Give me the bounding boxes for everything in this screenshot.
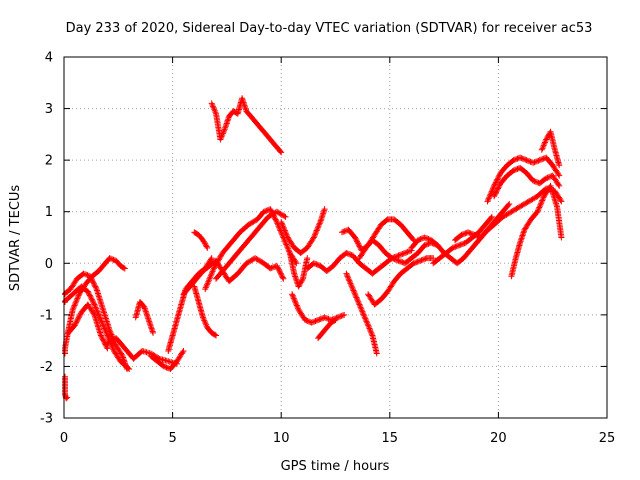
series-arc-d <box>62 283 133 373</box>
point-markers <box>473 185 565 246</box>
x-tick-label: 15 <box>382 431 399 446</box>
point-markers <box>538 128 563 169</box>
series-arc-ab <box>484 154 563 205</box>
series-arc-o <box>213 208 289 282</box>
y-tick-label: -2 <box>40 360 53 375</box>
point-markers <box>147 347 187 372</box>
point-markers <box>484 154 563 205</box>
series-arc-t <box>315 317 339 342</box>
point-markers <box>452 229 485 244</box>
series-arc-aa <box>452 229 485 244</box>
plot-frame <box>63 56 608 419</box>
point-markers <box>191 283 220 339</box>
y-tick-label: -1 <box>40 308 53 323</box>
point-markers <box>62 373 71 402</box>
point-markers <box>343 270 380 357</box>
series-arc-x <box>365 255 437 308</box>
data-points <box>62 95 565 402</box>
point-markers <box>62 283 133 373</box>
series-arc-w <box>356 237 441 267</box>
point-markers <box>508 182 565 280</box>
series-arc-r <box>286 250 311 290</box>
point-markers <box>65 301 111 352</box>
point-markers <box>289 291 348 326</box>
y-tick-label: 3 <box>45 102 53 117</box>
point-markers <box>315 317 339 342</box>
series-arc-p <box>278 206 328 256</box>
point-markers <box>491 164 563 200</box>
point-markers <box>191 229 211 251</box>
x-tick-label: 5 <box>168 431 176 446</box>
series-arc-v <box>343 270 380 357</box>
series-arc-e <box>65 301 111 352</box>
point-markers <box>304 247 415 277</box>
x-tick-label: 10 <box>273 431 290 446</box>
point-markers <box>213 208 289 282</box>
x-tick-label: 20 <box>490 431 507 446</box>
point-markers <box>365 255 437 308</box>
series-arc-m <box>208 95 285 156</box>
series-arc-k <box>191 283 220 339</box>
point-markers <box>286 250 311 290</box>
series-arc-ae <box>508 182 565 280</box>
y-tick-label: 2 <box>45 154 53 169</box>
point-markers <box>208 95 285 156</box>
series-arc-q <box>289 291 348 326</box>
series-arc-ac <box>491 164 563 200</box>
x-tick-label: 0 <box>60 431 68 446</box>
series-arc-h <box>147 347 187 372</box>
series-arc-l <box>191 229 211 251</box>
series-arc-s <box>304 247 415 277</box>
series-arc-ad <box>473 185 565 246</box>
x-tick-label: 25 <box>599 431 616 446</box>
chart-title: Day 233 of 2020, Sidereal Day-to-day VTE… <box>66 21 593 36</box>
x-axis-label: GPS time / hours <box>281 459 390 474</box>
y-tick-label: 0 <box>45 257 53 272</box>
series-arc-b <box>62 255 128 357</box>
point-markers <box>62 255 128 357</box>
point-markers <box>132 299 157 336</box>
series-arc-a <box>62 373 71 402</box>
series-arc-af <box>538 128 563 169</box>
point-markers <box>356 237 441 267</box>
y-tick-label: 1 <box>45 205 53 220</box>
y-tick-label: 4 <box>45 51 53 66</box>
series-arc-g <box>132 299 157 336</box>
point-markers <box>278 206 328 256</box>
y-tick-label: -3 <box>40 412 53 427</box>
y-axis-label: SDTVAR / TECUs <box>8 185 23 292</box>
axes: 0 5 10 15 20 25 -3 -2 -1 0 1 2 3 4 <box>40 51 615 447</box>
